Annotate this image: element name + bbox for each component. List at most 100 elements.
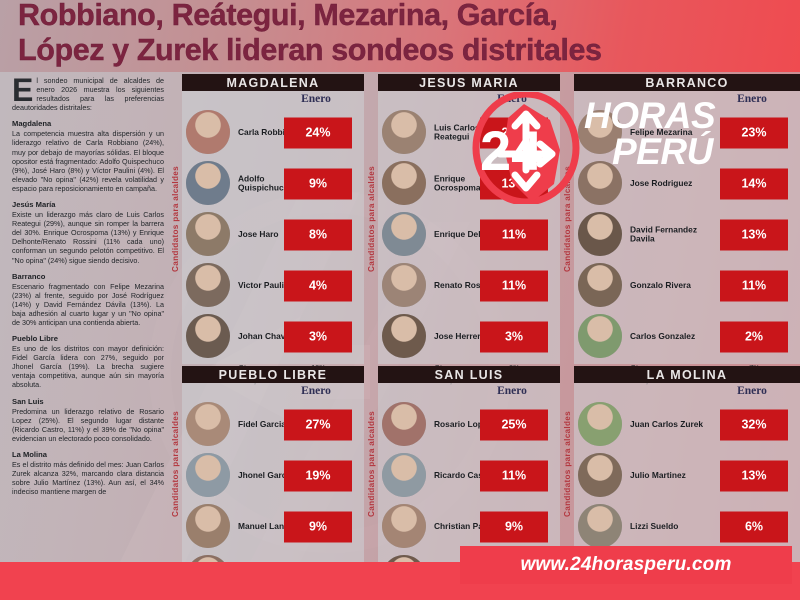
candidate-row[interactable]: Carlos Gonzalez 2% <box>574 311 800 362</box>
candidate-name: Carla Robbiano <box>238 126 300 137</box>
candidate-percentage: 9% <box>480 511 548 542</box>
article-section-heading: San Luis <box>12 396 44 406</box>
month-column-header: Enero <box>737 385 767 397</box>
candidate-row[interactable]: Luis Carlos Reategui 29% <box>378 107 560 158</box>
candidate-percentage: 13% <box>720 460 788 491</box>
candidate-percentage: 4% <box>284 270 352 301</box>
candidate-row[interactable]: Enrique Delhonte 11% <box>378 209 560 260</box>
candidate-name: Rosario Lopez <box>434 418 492 429</box>
candidate-percentage: 3% <box>480 321 548 352</box>
district-panel: Candidatos para alcaldes LA MOLINA Enero Ju… <box>560 366 800 562</box>
vertical-axis-label: Candidatos para alcaldes <box>560 366 574 562</box>
candidate-rows: Fidel Garcia 27% Jhonel Garcia 19% Manuel La… <box>182 399 364 562</box>
candidate-name: David Fernandez Davila <box>630 223 698 244</box>
candidate-name: Christian Pardo <box>434 520 497 531</box>
article-section-heading: Magdalena <box>12 119 52 129</box>
candidate-row[interactable]: Renato Rossini 11% <box>378 260 560 311</box>
candidate-name: Julio Martinez <box>630 469 686 480</box>
candidate-avatar <box>382 402 426 446</box>
district-header: SAN LUIS <box>378 366 560 383</box>
month-column-header: Enero <box>301 93 331 105</box>
candidate-name: Jose Rodriguez <box>630 177 693 188</box>
candidate-avatar <box>382 453 426 497</box>
candidate-name: Manuel Landerer <box>238 520 306 531</box>
candidate-row[interactable]: Enrique Ocrospoma 13% <box>378 158 560 209</box>
month-column-header: Enero <box>737 93 767 105</box>
candidate-rows: Luis Carlos Reategui 29% Enrique Ocrospoma… <box>378 107 560 385</box>
candidate-percentage: 24% <box>284 117 352 148</box>
candidate-percentage: 27% <box>284 409 352 440</box>
article-section-text: La competencia muestra alta dispersión y… <box>12 129 164 193</box>
url-text: www.24horasperu.com <box>520 554 732 575</box>
candidate-avatar <box>186 263 230 307</box>
candidate-percentage: 32% <box>720 409 788 440</box>
candidate-percentage: 11% <box>480 219 548 250</box>
candidate-row[interactable]: Ricardo Castro 11% <box>378 450 560 501</box>
candidate-avatar <box>578 504 622 548</box>
district-header: PUEBLO LIBRE <box>182 366 364 383</box>
candidate-avatar <box>186 555 230 562</box>
candidate-row[interactable]: Jose Rodriguez 14% <box>574 158 800 209</box>
candidate-row[interactable]: David Fernandez Davila 13% <box>574 209 800 260</box>
candidate-percentage: 13% <box>480 168 548 199</box>
candidate-row[interactable]: Juan Carlos Zurek 32% <box>574 399 800 450</box>
candidate-avatar <box>382 212 426 256</box>
candidate-name: Johan Chavez <box>238 330 295 341</box>
candidate-avatar <box>578 110 622 154</box>
candidate-avatar <box>382 555 426 562</box>
candidate-row[interactable]: Rosario Lopez 25% <box>378 399 560 450</box>
candidate-row[interactable]: Lizzi Sueldo 6% <box>574 501 800 552</box>
district-header: LA MOLINA <box>574 366 800 383</box>
candidate-name: Juan Carlos Zurek <box>630 418 704 429</box>
district-panel: Candidatos para alcaldes JESUS MARIA Enero… <box>364 74 560 385</box>
candidate-row[interactable]: Fidel Garcia 27% <box>182 399 364 450</box>
candidate-avatar <box>578 453 622 497</box>
candidate-percentage: 11% <box>480 460 548 491</box>
candidate-rows: Rosario Lopez 25% Ricardo Castro 11% Christi… <box>378 399 560 562</box>
district-header: MAGDALENA <box>182 74 364 91</box>
candidate-row[interactable]: Manuel Landerer 9% <box>182 501 364 552</box>
candidate-row[interactable]: Julio Martinez 13% <box>574 450 800 501</box>
candidate-row[interactable]: Jhonel Garcia 19% <box>182 450 364 501</box>
candidate-row[interactable]: Carla Robbiano 24% <box>182 107 364 158</box>
candidate-name: Felipe Mezarina <box>630 126 693 137</box>
vertical-axis-label-text: Candidatos para alcaldes <box>562 411 572 517</box>
vertical-axis-label: Candidatos para alcaldes <box>364 366 378 562</box>
candidate-row[interactable]: Johan Chavez 3% <box>182 311 364 362</box>
district-header: BARRANCO <box>574 74 800 91</box>
candidate-name: Lizzi Sueldo <box>630 520 679 531</box>
candidate-percentage: 25% <box>480 409 548 440</box>
candidate-row[interactable]: Victor Paulini 4% <box>182 260 364 311</box>
candidate-row[interactable]: Gonzalo Rivera 11% <box>574 260 800 311</box>
candidate-name: Jhonel Garcia <box>238 469 294 480</box>
vertical-axis-label-text: Candidatos para alcaldes <box>366 411 376 517</box>
candidate-row[interactable]: Cesar Mend <box>378 552 560 562</box>
candidate-avatar <box>578 263 622 307</box>
district-panel-body: MAGDALENA Enero Carla Robbiano 24% Adolfo Qu… <box>182 74 364 385</box>
page-title: Robbiano, Reátegui, Mezarina, García, Ló… <box>18 0 602 67</box>
candidate-row[interactable]: Jose Herrera 3% <box>378 311 560 362</box>
article-section-heading: Pueblo Libre <box>12 334 58 344</box>
district-panel-body: PUEBLO LIBRE Enero Fidel Garcia 27% Jhonel G… <box>182 366 364 562</box>
district-name: LA MOLINA <box>646 367 728 382</box>
candidate-row[interactable]: Adolfo Quispichuco 9% <box>182 158 364 209</box>
vertical-axis-label: Candidatos para alcaldes <box>168 74 182 364</box>
candidate-name: Gonzalo Rivera <box>630 279 691 290</box>
article-section-text: Es el distrito más definido del mes: Jua… <box>12 459 164 497</box>
article-section-text: Escenario fragmentado con Felipe Mezarin… <box>12 281 164 327</box>
candidate-row[interactable]: Jose Haro 8% <box>182 209 364 260</box>
candidate-name: Ricardo Castro <box>434 469 495 480</box>
vertical-axis-label-text: Candidatos para alcaldes <box>562 166 572 272</box>
article-section-heading: La Molina <box>12 449 48 459</box>
candidate-name: Enrique Ocrospoma <box>434 172 481 193</box>
article-section-heading: Barranco <box>12 271 46 281</box>
candidate-avatar <box>578 212 622 256</box>
candidate-percentage: 23% <box>720 117 788 148</box>
candidate-percentage: 9% <box>284 511 352 542</box>
candidate-row[interactable]: Christian Pardo 9% <box>378 501 560 552</box>
candidate-percentage: 14% <box>720 168 788 199</box>
candidate-row[interactable]: Rocio Pereyra7% <box>182 552 364 562</box>
article-section-text: Predomina un liderazgo relativo de Rosar… <box>12 406 164 443</box>
candidate-row[interactable]: Felipe Mezarina 23% <box>574 107 800 158</box>
